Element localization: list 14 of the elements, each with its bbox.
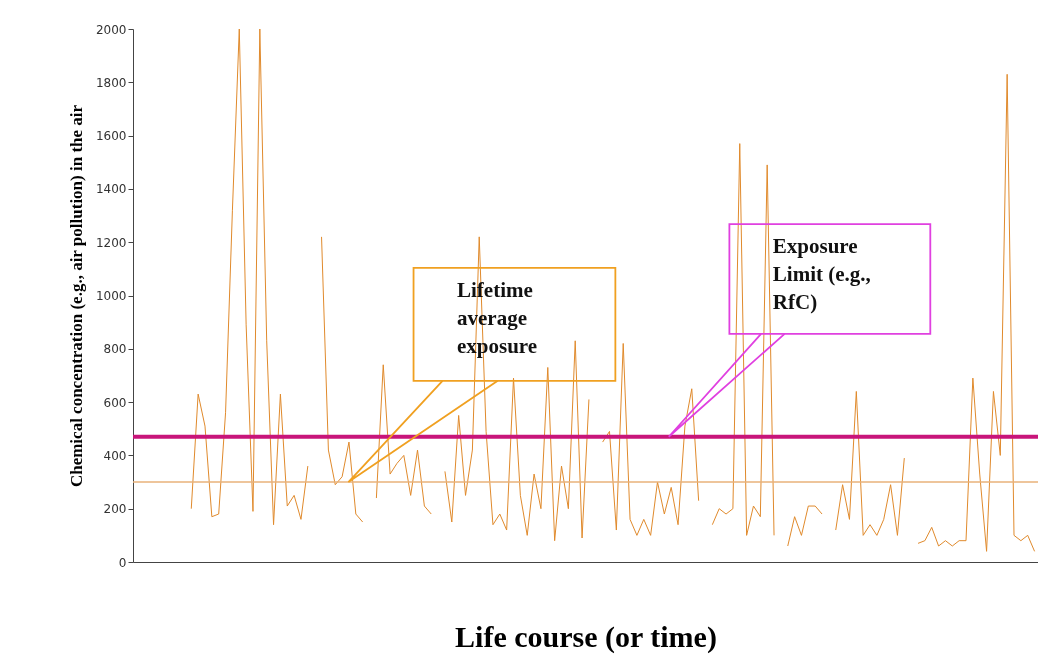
y-tick-label: 1000 [95, 289, 127, 303]
y-tick-label: 0 [118, 555, 127, 570]
y-tick-label: 400 [103, 448, 127, 463]
y-tick-label: 1800 [95, 75, 127, 90]
annotation: Exposure Limit (e.g., RfC) [772, 234, 871, 315]
x-axis-title: Life course (or time) [455, 619, 717, 654]
y-tick-label: 600 [103, 395, 127, 410]
y-axis-title: Chemical concentration (e.g., air pollution) in the air [66, 104, 86, 488]
y-tick-label: 800 [103, 342, 127, 357]
y-tick-label: 1200 [95, 235, 127, 250]
y-tick-label: 1400 [95, 182, 127, 197]
y-tick-label: 1600 [95, 129, 127, 144]
y-tick-label: 200 [103, 502, 127, 517]
y-tick-label: 2000 [95, 22, 127, 37]
